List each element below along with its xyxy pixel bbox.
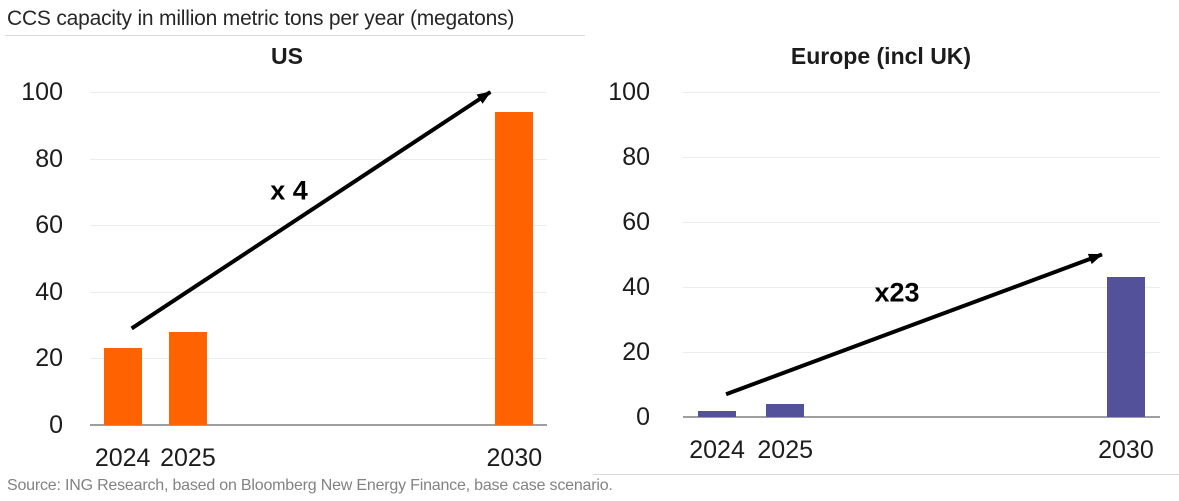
gridline-europe	[683, 222, 1160, 223]
bar-us-2030	[495, 111, 534, 425]
chart-europe-title: Europe (incl UK)	[790, 43, 972, 69]
growth-arrow-label-europe: x23	[874, 277, 920, 308]
bar-europe-2025	[766, 404, 805, 417]
gridline-europe	[683, 92, 1160, 93]
x-tick-label-europe: 2030	[1098, 436, 1154, 464]
y-tick-label-us: 40	[35, 277, 63, 306]
bar-europe-2030	[1106, 277, 1145, 417]
x-tick-label-us: 2024	[94, 444, 151, 472]
chart-us-title: US	[271, 43, 303, 69]
bar-us-2024	[103, 348, 142, 425]
x-tick-label-us: 2030	[486, 444, 543, 472]
x-tick-label-us: 2025	[160, 444, 216, 472]
x-axis-line-europe	[683, 416, 1160, 418]
bottom-divider	[593, 474, 1179, 475]
y-tick-label-us: 100	[21, 78, 63, 106]
y-tick-label-europe: 40	[622, 273, 650, 301]
header-divider	[5, 35, 585, 36]
bar-us-2025	[168, 331, 207, 425]
y-tick-label-europe: 60	[622, 208, 650, 236]
source-note: Source: ING Research, based on Bloomberg…	[7, 477, 613, 494]
x-tick-label-europe: 2024	[689, 436, 745, 464]
gridline-europe	[683, 352, 1160, 353]
y-tick-label-europe: 0	[636, 403, 650, 431]
y-tick-label-us: 80	[35, 144, 63, 173]
y-tick-label-europe: 80	[622, 143, 650, 171]
x-axis-line-us	[90, 424, 547, 426]
bar-europe-2024	[698, 410, 737, 417]
gridline-europe	[683, 287, 1160, 288]
gridline-us	[90, 358, 547, 360]
y-tick-label-us: 0	[49, 411, 63, 439]
y-tick-label-europe: 100	[608, 78, 650, 106]
y-tick-label-europe: 20	[622, 338, 650, 366]
y-tick-label-us: 20	[35, 344, 63, 373]
x-tick-label-europe: 2025	[757, 436, 814, 464]
gridline-europe	[683, 157, 1160, 158]
figure-title: CCS capacity in million metric tons per …	[7, 7, 515, 30]
y-tick-label-us: 60	[35, 211, 63, 240]
